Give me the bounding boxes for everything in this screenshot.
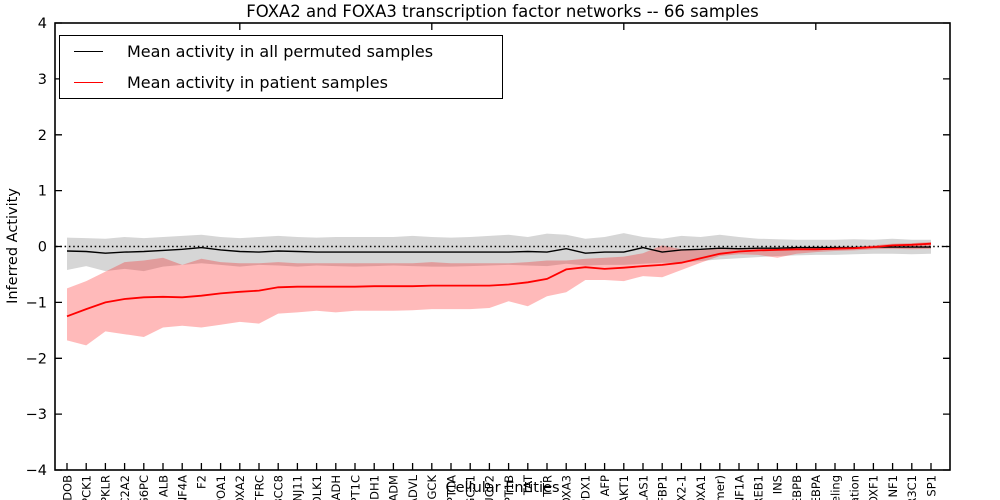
x-tick-label: HNF1A bbox=[732, 475, 746, 500]
x-tick-label: TAT bbox=[521, 474, 535, 496]
x-tick-label: NKX2-1 bbox=[675, 475, 689, 500]
x-tick-label: FOXA3 bbox=[560, 475, 574, 500]
x-tick-label: CPT1C bbox=[348, 475, 362, 500]
permuted-mean-line bbox=[66, 246, 931, 254]
x-tick-label: FOXA2 bbox=[233, 475, 247, 500]
x-tick-label: APOA1 bbox=[214, 475, 228, 500]
x-tick-label: TTR bbox=[540, 475, 554, 498]
legend-label-patient: Mean activity in patient samples bbox=[127, 73, 388, 92]
x-tick-label: BDH1 bbox=[368, 475, 382, 500]
x-tick-label: HNF4A bbox=[176, 475, 190, 500]
x-tick-label: ABCC8 bbox=[272, 475, 286, 500]
x-tick-label: PKLR bbox=[99, 475, 113, 500]
x-tick-label: SLC2A2 bbox=[118, 475, 132, 500]
x-tick-label: KCNJ11 bbox=[291, 475, 305, 500]
axis-ticks bbox=[55, 22, 950, 471]
y-tick-label: −2 bbox=[26, 351, 47, 367]
x-tick-label: GCK bbox=[425, 475, 439, 500]
legend: Mean activity in all permuted samples Me… bbox=[59, 35, 503, 99]
x-tick-label: TFRC bbox=[252, 475, 266, 500]
y-tick-label: −4 bbox=[26, 463, 47, 479]
y-tick-label: 2 bbox=[38, 128, 47, 144]
legend-item-patient: Mean activity in patient samples bbox=[60, 67, 502, 98]
legend-label-permuted: Mean activity in all permuted samples bbox=[127, 42, 434, 61]
x-tick-label: FOXA1 bbox=[694, 475, 708, 500]
x-tick-label: IGFBP1 bbox=[656, 475, 670, 500]
legend-item-permuted: Mean activity in all permuted samples bbox=[60, 36, 502, 67]
x-tick-label: CEBPA bbox=[809, 475, 823, 500]
x-tick-label: ACADVL bbox=[406, 474, 420, 500]
y-tick-label: 4 bbox=[38, 16, 47, 32]
y-tick-label: 3 bbox=[38, 72, 47, 88]
x-tick-label: HMGCS1 bbox=[464, 475, 478, 500]
x-tick-label: PDX1 bbox=[579, 475, 593, 500]
y-tick-label: −3 bbox=[26, 407, 47, 423]
chart-title: FOXA2 and FOXA3 transcription factor net… bbox=[246, 2, 759, 21]
x-tick-label: CEBPB bbox=[790, 475, 804, 500]
x-tick-label: CPT1A bbox=[444, 475, 458, 500]
x-tick-label: NR3C1 bbox=[905, 475, 919, 500]
x-tick-label: CPT1B bbox=[502, 475, 516, 500]
patient-mean-line bbox=[66, 242, 932, 318]
y-tick-label: 0 bbox=[38, 240, 47, 256]
x-tick-label: SP1 bbox=[924, 475, 938, 497]
x-tick-label: UCP2 bbox=[483, 475, 497, 500]
patient-band bbox=[67, 242, 931, 346]
x-tick-label: FOXF1 bbox=[867, 475, 881, 500]
x-tick-label: AFP bbox=[598, 475, 612, 496]
x-tick-label: chromatin remodeling bbox=[828, 475, 842, 500]
x-axis-label: Cellular Entities bbox=[445, 480, 560, 496]
x-tick-label: ALB bbox=[156, 475, 170, 497]
x-tick-label: DLK1 bbox=[310, 475, 324, 500]
legend-line-sample-permuted bbox=[74, 51, 103, 52]
x-tick-label: ALDOB bbox=[60, 475, 74, 500]
x-tick-label: F2 bbox=[195, 475, 209, 489]
x-tick-label: response to starvation bbox=[848, 475, 862, 500]
x-tick-label: HNF1A (dimer) bbox=[713, 475, 727, 500]
x-tick-label: ACADM bbox=[387, 475, 401, 500]
x-tick-label: PCK1 bbox=[80, 475, 94, 500]
x-tick-label: ALAS1 bbox=[636, 475, 650, 500]
x-tick-label: AKT1 bbox=[617, 475, 631, 500]
x-tick-label: NF1 bbox=[886, 475, 900, 498]
y-tick-label: −1 bbox=[26, 295, 47, 311]
x-tick-label: HADH bbox=[329, 475, 343, 500]
y-axis-label: Inferred Activity bbox=[5, 188, 21, 304]
legend-line-sample-patient bbox=[74, 82, 103, 83]
y-tick-label: 1 bbox=[38, 184, 47, 200]
x-tick-label: INS bbox=[771, 475, 785, 494]
x-tick-label: CREB1 bbox=[752, 475, 766, 500]
x-tick-label: G6PC bbox=[137, 475, 151, 500]
